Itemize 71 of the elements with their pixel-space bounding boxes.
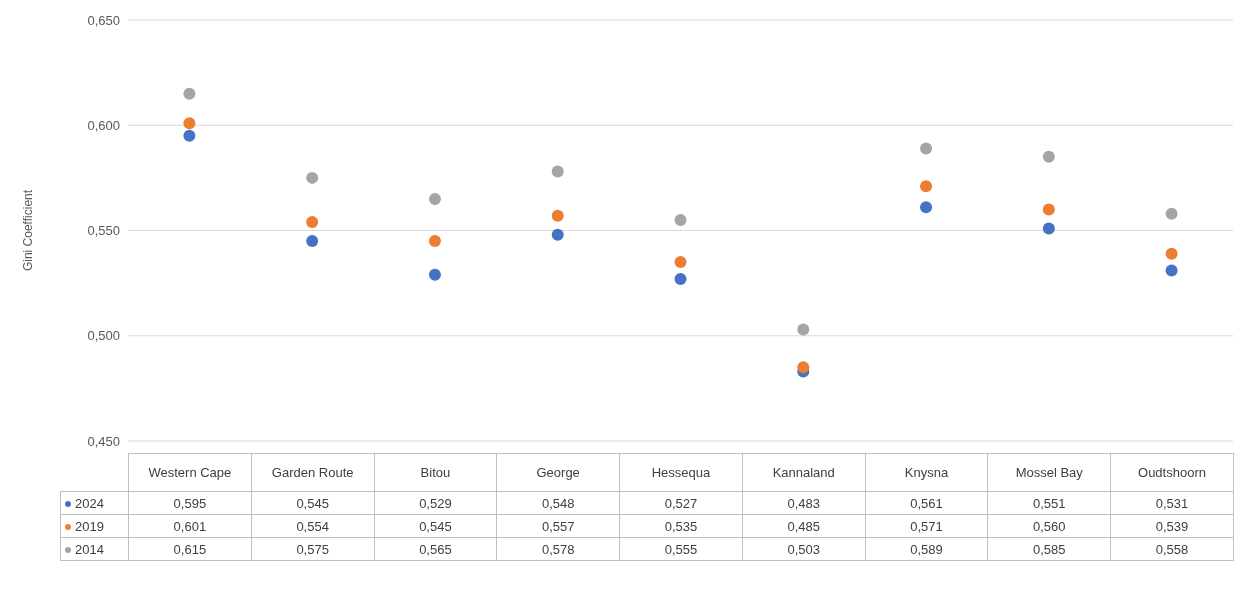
point: [797, 361, 810, 374]
data-label: 0,535: [619, 514, 743, 538]
point: [428, 192, 441, 205]
x-tick-label: Oudtshoorn: [1110, 453, 1234, 492]
data-label: 0,548: [496, 491, 620, 515]
point: [183, 87, 196, 100]
point: [551, 165, 564, 178]
data-label: 0,560: [987, 514, 1111, 538]
data-label: 0,585: [987, 537, 1111, 561]
point: [1042, 222, 1055, 235]
point: [920, 142, 933, 155]
x-tick-label: Bitou: [374, 453, 497, 492]
x-tick-label: Hessequa: [619, 453, 743, 492]
data-label: 0,595: [128, 491, 252, 515]
point: [674, 256, 687, 269]
point: [1165, 207, 1178, 220]
point: [797, 323, 810, 336]
point: [920, 180, 933, 193]
data-label: 0,565: [374, 537, 497, 561]
legend-label: 2024: [60, 491, 129, 515]
point: [674, 213, 687, 226]
legend-label: 2019: [60, 514, 129, 538]
data-label: 0,503: [742, 537, 866, 561]
data-label: 0,545: [251, 491, 375, 515]
point: [428, 235, 441, 248]
data-label: 0,483: [742, 491, 866, 515]
point: [1165, 247, 1178, 260]
point: [551, 228, 564, 241]
data-label: 0,529: [374, 491, 497, 515]
data-label: 0,555: [619, 537, 743, 561]
data-label: 0,554: [251, 514, 375, 538]
point: [1042, 150, 1055, 163]
point: [551, 209, 564, 222]
point: [183, 117, 196, 130]
x-tick-label: Garden Route: [251, 453, 375, 492]
data-label: 0,551: [987, 491, 1111, 515]
x-tick-label: Knysna: [865, 453, 988, 492]
y-tick-label: 0,450: [87, 433, 120, 449]
data-label: 0,561: [865, 491, 988, 515]
x-tick-label: George: [496, 453, 620, 492]
x-tick-label: Western Cape: [128, 453, 252, 492]
data-label: 0,615: [128, 537, 252, 561]
point: [306, 216, 319, 229]
legend-label: 2014: [60, 537, 129, 561]
data-label: 0,558: [1110, 537, 1234, 561]
point: [183, 129, 196, 142]
data-label: 0,485: [742, 514, 866, 538]
point: [1165, 264, 1178, 277]
y-tick-label: 0,600: [87, 117, 120, 133]
data-label: 0,578: [496, 537, 620, 561]
point: [428, 268, 441, 281]
y-axis-title: Gini Coefficient: [21, 189, 36, 272]
data-label: 0,545: [374, 514, 497, 538]
data-label: 0,601: [128, 514, 252, 538]
point: [306, 171, 319, 184]
data-label: 0,589: [865, 537, 988, 561]
point: [1042, 203, 1055, 216]
data-label: 0,527: [619, 491, 743, 515]
x-tick-label: Mossel Bay: [987, 453, 1111, 492]
data-label: 0,571: [865, 514, 988, 538]
point: [674, 272, 687, 285]
x-tick-label: Kannaland: [742, 453, 866, 492]
y-tick-label: 0,650: [87, 12, 120, 28]
data-label: 0,539: [1110, 514, 1234, 538]
y-tick-label: 0,500: [87, 328, 120, 344]
data-label: 0,531: [1110, 491, 1234, 515]
point: [306, 235, 319, 248]
point: [920, 201, 933, 214]
data-label: 0,557: [496, 514, 620, 538]
data-label: 0,575: [251, 537, 375, 561]
y-tick-label: 0,550: [87, 223, 120, 239]
